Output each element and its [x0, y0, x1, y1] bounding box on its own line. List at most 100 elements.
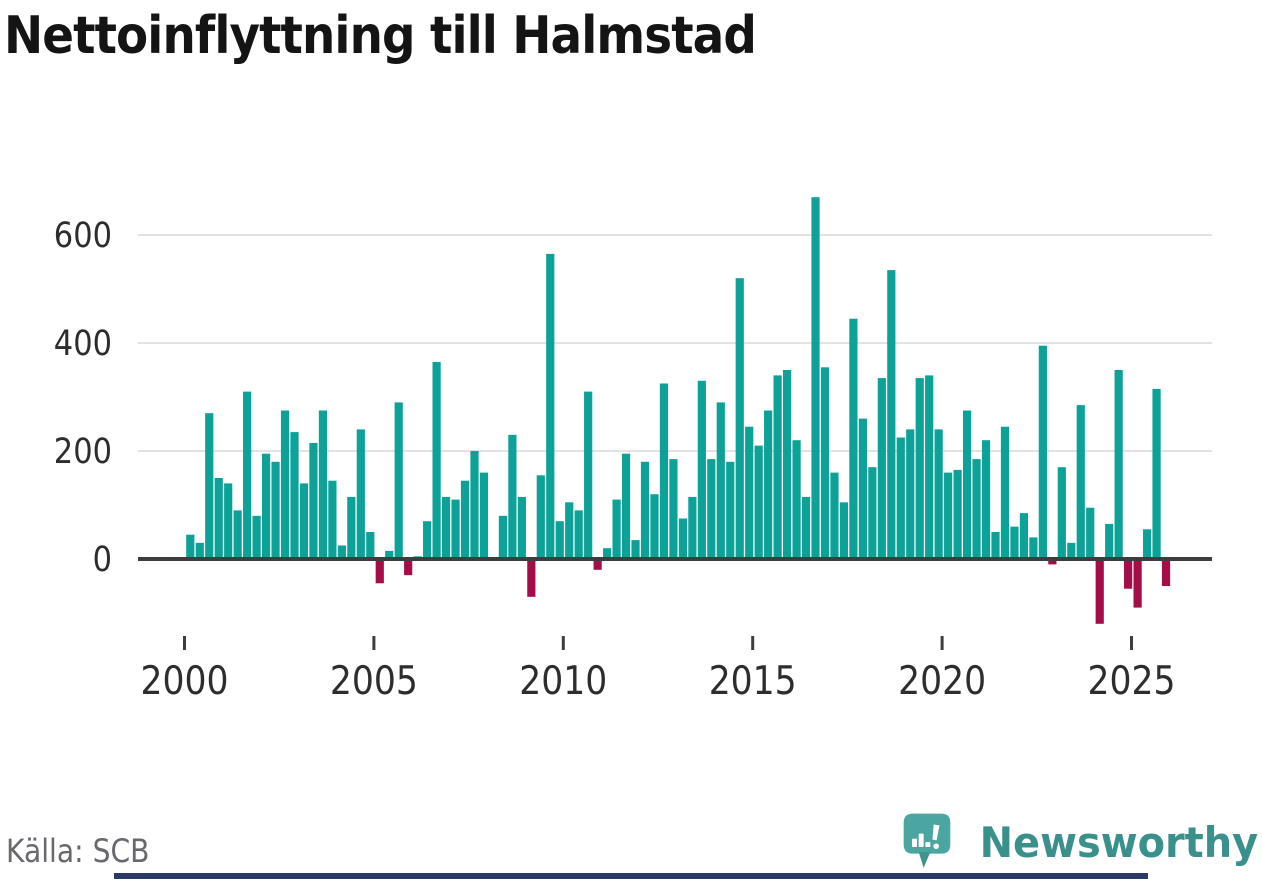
bar-2003-q1 — [299, 483, 309, 559]
logo-bubble-tail — [918, 852, 931, 868]
bar-2011-q4 — [631, 540, 640, 559]
bar-2021-q3 — [1000, 426, 1010, 559]
newsworthy-logo: Newsworthy — [902, 811, 1258, 873]
chart-title: Nettoinflyttning till Halmstad — [4, 6, 757, 66]
bar-2001-q2 — [233, 510, 242, 559]
bar-2020-q3 — [962, 410, 972, 559]
bar-2015-q2 — [764, 410, 773, 559]
bar-2000-q4 — [214, 478, 223, 559]
y-tick-label-600: 600 — [54, 216, 112, 256]
bar-2007-q1 — [451, 499, 460, 559]
bar-2002-q1 — [261, 453, 271, 559]
bar-2022-q2 — [1029, 537, 1038, 559]
bar-2018-q3 — [887, 270, 896, 559]
bar-2025-q4 — [1161, 559, 1171, 586]
bar-2024-q1 — [1095, 559, 1104, 624]
bar-2023-q4 — [1086, 507, 1095, 559]
bar-2011-q2 — [612, 499, 621, 559]
bar-2007-q3 — [470, 451, 479, 559]
x-tick-label-2020: 2020 — [898, 659, 986, 704]
bar-2001-q3 — [243, 391, 252, 559]
bar-2010-q4 — [593, 559, 602, 570]
bar-2008-q4 — [517, 496, 526, 559]
bar-2016-q3 — [811, 197, 820, 559]
bar-2022-q1 — [1019, 513, 1029, 559]
bar-2021-q2 — [991, 532, 1000, 559]
bar-2009-q1 — [527, 559, 536, 597]
bar-2004-q4 — [366, 532, 375, 559]
bar-2005-q2 — [385, 550, 394, 559]
bar-2010-q1 — [565, 502, 574, 559]
bar-2018-q4 — [896, 437, 905, 559]
bar-2002-q2 — [271, 461, 280, 559]
x-tick-label-2000: 2000 — [141, 659, 229, 704]
bar-2003-q4 — [328, 480, 337, 559]
bar-2003-q3 — [318, 410, 328, 559]
bar-2013-q1 — [678, 518, 687, 559]
bar-2008-q2 — [498, 515, 508, 559]
bar-2020-q1 — [944, 472, 953, 559]
bar-2002-q3 — [280, 410, 290, 559]
bar-2014-q4 — [745, 426, 754, 559]
bar-2019-q2 — [915, 378, 924, 559]
x-tick-label-2025: 2025 — [1088, 659, 1176, 704]
bar-2002-q4 — [290, 432, 299, 559]
bar-2016-q1 — [792, 440, 801, 559]
bar-2015-q1 — [754, 445, 763, 559]
bar-2019-q1 — [906, 429, 915, 559]
bar-2014-q2 — [726, 461, 735, 559]
bar-2006-q4 — [441, 496, 451, 559]
bar-2021-q4 — [1010, 526, 1019, 559]
bar-2023-q3 — [1076, 405, 1085, 559]
bar-2010-q3 — [584, 391, 593, 559]
bar-2024-q2 — [1105, 523, 1114, 559]
bar-2017-q4 — [858, 418, 867, 559]
footer-accent-bar — [114, 873, 1148, 879]
bar-2022-q4 — [1048, 559, 1057, 565]
bar-2000-q3 — [205, 413, 214, 559]
bar-2024-q3 — [1114, 370, 1123, 559]
bar-2014-q1 — [716, 402, 725, 559]
bar-2001-q4 — [252, 515, 261, 559]
bar-2015-q3 — [773, 375, 782, 559]
bar-2000-q1 — [186, 534, 195, 559]
bar-2017-q3 — [849, 318, 858, 559]
bar-2011-q1 — [603, 548, 612, 559]
bar-2014-q3 — [735, 278, 744, 559]
bar-2019-q4 — [934, 429, 943, 559]
bar-2017-q2 — [839, 502, 849, 559]
bar-2013-q3 — [697, 380, 706, 559]
bar-2025-q2 — [1142, 529, 1152, 559]
bar-2012-q1 — [640, 461, 650, 559]
logo-bubble — [903, 813, 951, 854]
bar-2005-q1 — [375, 559, 384, 584]
bar-2009-q4 — [555, 521, 564, 559]
bar-2025-q1 — [1133, 559, 1142, 608]
bar-2012-q4 — [669, 459, 678, 559]
bar-2017-q1 — [830, 472, 839, 559]
bar-2006-q2 — [423, 521, 432, 559]
bar-2015-q4 — [782, 370, 792, 559]
y-tick-label-200: 200 — [54, 432, 112, 472]
bar-2024-q4 — [1124, 559, 1133, 589]
bar-2005-q3 — [394, 402, 403, 559]
bar-2025-q3 — [1152, 388, 1161, 559]
bar-2011-q3 — [621, 453, 631, 559]
bar-2009-q3 — [546, 253, 555, 559]
bar-2001-q1 — [224, 483, 233, 559]
bar-2013-q4 — [707, 459, 716, 559]
bar-2008-q3 — [508, 434, 517, 559]
bar-2023-q1 — [1057, 467, 1066, 559]
bar-2018-q1 — [868, 467, 877, 559]
bar-2018-q2 — [877, 378, 886, 559]
newsworthy-logo-icon — [903, 813, 951, 868]
x-tick-label-2010: 2010 — [519, 659, 607, 704]
bar-2020-q4 — [972, 459, 981, 559]
brand-wordmark: Newsworthy — [979, 817, 1258, 867]
bar-2012-q3 — [659, 383, 669, 559]
bar-2012-q2 — [650, 494, 659, 559]
y-tick-label-400: 400 — [54, 324, 112, 364]
bar-2004-q3 — [356, 429, 365, 559]
bar-2020-q2 — [953, 469, 962, 559]
